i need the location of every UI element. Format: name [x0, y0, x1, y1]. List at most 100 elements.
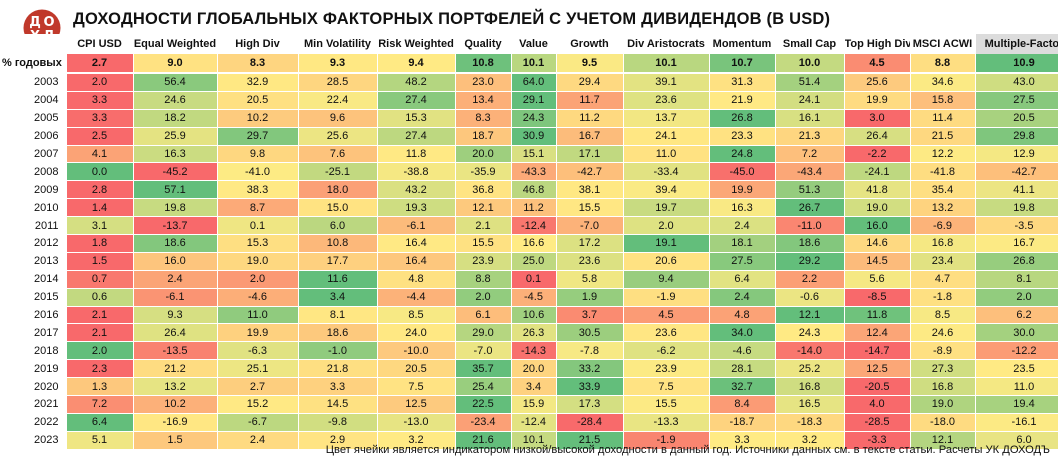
- heatmap-cell: 8.8: [455, 270, 512, 289]
- column-header-quality: Quality: [455, 34, 512, 54]
- column-header-min-volatility: Min Volatility: [298, 34, 378, 54]
- heatmap-cell: 19.7: [623, 198, 710, 218]
- heatmap-table-wrapper: CPI USD Equal Weighted High Div Min Volatil…: [2, 34, 1058, 450]
- heatmap-cell: 11.2: [511, 198, 557, 218]
- heatmap-cell: 26.3: [511, 323, 557, 343]
- heatmap-cell: 56.4: [133, 73, 218, 92]
- column-header-multiple-factor: Multiple-Factor: [975, 34, 1058, 54]
- average-cell-cpi-usd: 2.7: [66, 54, 134, 74]
- heatmap-cell: 11.2: [556, 109, 624, 128]
- heatmap-cell: 26.8: [975, 252, 1058, 271]
- heatmap-cell: 16.0: [844, 216, 911, 236]
- heatmap-cell: 23.6: [556, 252, 624, 271]
- heatmap-cell: 24.1: [623, 127, 710, 146]
- heatmap-cell: 12.1: [910, 431, 976, 450]
- heatmap-cell: -45.2: [133, 162, 218, 182]
- column-header-msci-acwi: MSCI ACWI: [910, 34, 976, 54]
- heatmap-cell: 14.5: [844, 252, 911, 271]
- year-label: 2012: [2, 234, 67, 253]
- column-header-cpi-usd: CPI USD: [66, 34, 134, 54]
- heatmap-cell: -0.6: [775, 288, 845, 307]
- heatmap-cell: 16.8: [775, 377, 845, 397]
- heatmap-cell: 18.0: [298, 180, 378, 200]
- heatmap-cell: -7.8: [556, 341, 624, 361]
- heatmap-cell: 11.0: [217, 306, 299, 325]
- heatmap-cell: 10.1: [511, 431, 557, 450]
- heatmap-cell: 7.6: [298, 145, 378, 164]
- heatmap-cell: 12.5: [377, 395, 456, 414]
- heatmap-cell: -28.4: [556, 413, 624, 432]
- heatmap-cell: 16.8: [910, 377, 976, 397]
- heatmap-cell: -38.8: [377, 162, 456, 182]
- heatmap-cell: -6.2: [623, 341, 710, 361]
- heatmap-cell: 12.2: [910, 145, 976, 164]
- heatmap-cell: 16.8: [910, 234, 976, 253]
- average-row: % годовых 2.7 9.0 8.3 9.3 9.4 10.8 10.1 9.5 10.1 1…: [2, 54, 1058, 74]
- heatmap-cell: -1.9: [623, 288, 710, 307]
- heatmap-cell: 16.7: [556, 127, 624, 146]
- heatmap-cell: -8.9: [910, 341, 976, 361]
- heatmap-cell: 14.6: [844, 234, 911, 253]
- heatmap-cell: 4.8: [377, 270, 456, 289]
- heatmap-cell: 25.9: [133, 127, 218, 146]
- heatmap-cell: 15.1: [511, 145, 557, 164]
- average-cell-risk-weighted: 9.4: [377, 54, 456, 74]
- heatmap-cell: 27.4: [377, 127, 456, 146]
- heatmap-cell: 7.5: [377, 377, 456, 397]
- heatmap-cell: 38.1: [556, 180, 624, 200]
- average-cell-small-cap: 10.0: [775, 54, 845, 74]
- heatmap-cell: 57.1: [133, 180, 218, 200]
- heatmap-cell: 25.6: [844, 73, 911, 92]
- year-label: 2013: [2, 252, 67, 271]
- logo-letter: Д: [29, 15, 41, 30]
- year-row-2017: 2017 2.1 26.4 19.9 18.6 24.0 29.0 26.3 30.5 23.6 3…: [2, 323, 1058, 343]
- heatmap-cell: 29.0: [455, 323, 512, 343]
- heatmap-cell: 22.5: [455, 395, 512, 414]
- heatmap-cell: 4.7: [910, 270, 976, 289]
- heatmap-cell: 0.0: [66, 162, 134, 182]
- heatmap-cell: 2.4: [709, 216, 776, 236]
- heatmap-cell: -13.5: [133, 341, 218, 361]
- heatmap-cell: 1.9: [556, 288, 624, 307]
- heatmap-cell: 3.3: [66, 91, 134, 110]
- heatmap-cell: 3.3: [709, 431, 776, 450]
- logo-letter: О: [43, 15, 54, 30]
- heatmap-cell: 29.7: [217, 127, 299, 146]
- heatmap-cell: 15.2: [217, 395, 299, 414]
- heatmap-cell: 23.9: [623, 359, 710, 379]
- heatmap-cell: 38.3: [217, 180, 299, 200]
- year-label: 2023: [2, 431, 67, 450]
- heatmap-cell: -13.0: [377, 413, 456, 432]
- heatmap-cell: 20.5: [217, 91, 299, 110]
- heatmap-cell: 3.2: [377, 431, 456, 450]
- heatmap-cell: -12.4: [511, 216, 557, 236]
- heatmap-cell: 8.3: [455, 109, 512, 128]
- year-label: 2015: [2, 288, 67, 307]
- heatmap-cell: 9.3: [133, 306, 218, 325]
- heatmap-cell: -33.4: [623, 162, 710, 182]
- heatmap-cell: 18.6: [133, 234, 218, 253]
- heatmap-cell: -45.0: [709, 162, 776, 182]
- heatmap-cell: 3.2: [775, 431, 845, 450]
- heatmap-cell: 15.5: [556, 198, 624, 218]
- heatmap-cell: 2.4: [709, 288, 776, 307]
- year-row-2013: 2013 1.5 16.0 19.0 17.7 16.4 23.9 25.0 23.6 20.6 2…: [2, 252, 1058, 271]
- heatmap-cell: 10.8: [298, 234, 378, 253]
- heatmap-cell: 20.0: [455, 145, 512, 164]
- year-row-2018: 2018 2.0 -13.5 -6.3 -1.0 -10.0 -7.0 -14.3 -7.8 -6…: [2, 341, 1058, 361]
- heatmap-cell: 23.6: [623, 323, 710, 343]
- heatmap-cell: 64.0: [511, 73, 557, 92]
- year-label: 2021: [2, 395, 67, 414]
- heatmap-cell: 6.4: [709, 270, 776, 289]
- average-cell-multiple-factor: 10.9: [975, 54, 1058, 74]
- heatmap-cell: 8.5: [377, 306, 456, 325]
- heatmap-cell: 12.9: [975, 145, 1058, 164]
- year-label: 2018: [2, 341, 67, 361]
- heatmap-cell: 1.5: [66, 252, 134, 271]
- heatmap-cell: -35.9: [455, 162, 512, 182]
- heatmap-cell: 32.9: [217, 73, 299, 92]
- heatmap-cell: 2.4: [217, 431, 299, 450]
- heatmap-cell: -14.7: [844, 341, 911, 361]
- heatmap-cell: 31.3: [709, 73, 776, 92]
- year-label: 2009: [2, 180, 67, 200]
